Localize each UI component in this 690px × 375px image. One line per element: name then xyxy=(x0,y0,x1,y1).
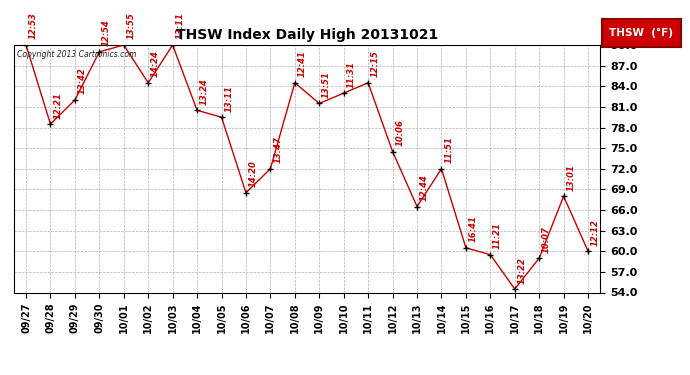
Text: 12:41: 12:41 xyxy=(297,50,306,77)
Text: 14:24: 14:24 xyxy=(151,50,160,77)
Text: 12:21: 12:21 xyxy=(53,92,62,118)
Text: 11:51: 11:51 xyxy=(444,136,453,163)
Text: THSW  (°F): THSW (°F) xyxy=(609,28,673,38)
Text: 13:42: 13:42 xyxy=(78,68,87,94)
Text: 13:55: 13:55 xyxy=(126,13,135,39)
Text: 13:22: 13:22 xyxy=(518,256,526,284)
Text: 13:01: 13:01 xyxy=(566,164,575,191)
Text: 13:51: 13:51 xyxy=(322,71,331,98)
Text: 11:21: 11:21 xyxy=(493,222,502,249)
Text: Copyright 2013 Cartronics.com: Copyright 2013 Cartronics.com xyxy=(17,50,136,59)
Text: 12:44: 12:44 xyxy=(420,174,428,201)
Title: THSW Index Daily High 20131021: THSW Index Daily High 20131021 xyxy=(176,28,438,42)
Text: 12:54: 12:54 xyxy=(102,20,111,46)
Text: 13:47: 13:47 xyxy=(273,136,282,163)
Text: 10:07: 10:07 xyxy=(542,226,551,253)
Text: 13:11: 13:11 xyxy=(224,85,233,112)
Text: 10:06: 10:06 xyxy=(395,119,404,146)
Text: 12:12: 12:12 xyxy=(591,219,600,246)
Text: 13:11: 13:11 xyxy=(175,13,184,39)
Text: 11:31: 11:31 xyxy=(346,61,355,88)
Text: 12:15: 12:15 xyxy=(371,50,380,77)
Text: 16:41: 16:41 xyxy=(469,215,477,242)
Text: 14:20: 14:20 xyxy=(248,160,258,187)
Text: 12:53: 12:53 xyxy=(29,13,38,39)
Text: 13:24: 13:24 xyxy=(200,78,209,105)
